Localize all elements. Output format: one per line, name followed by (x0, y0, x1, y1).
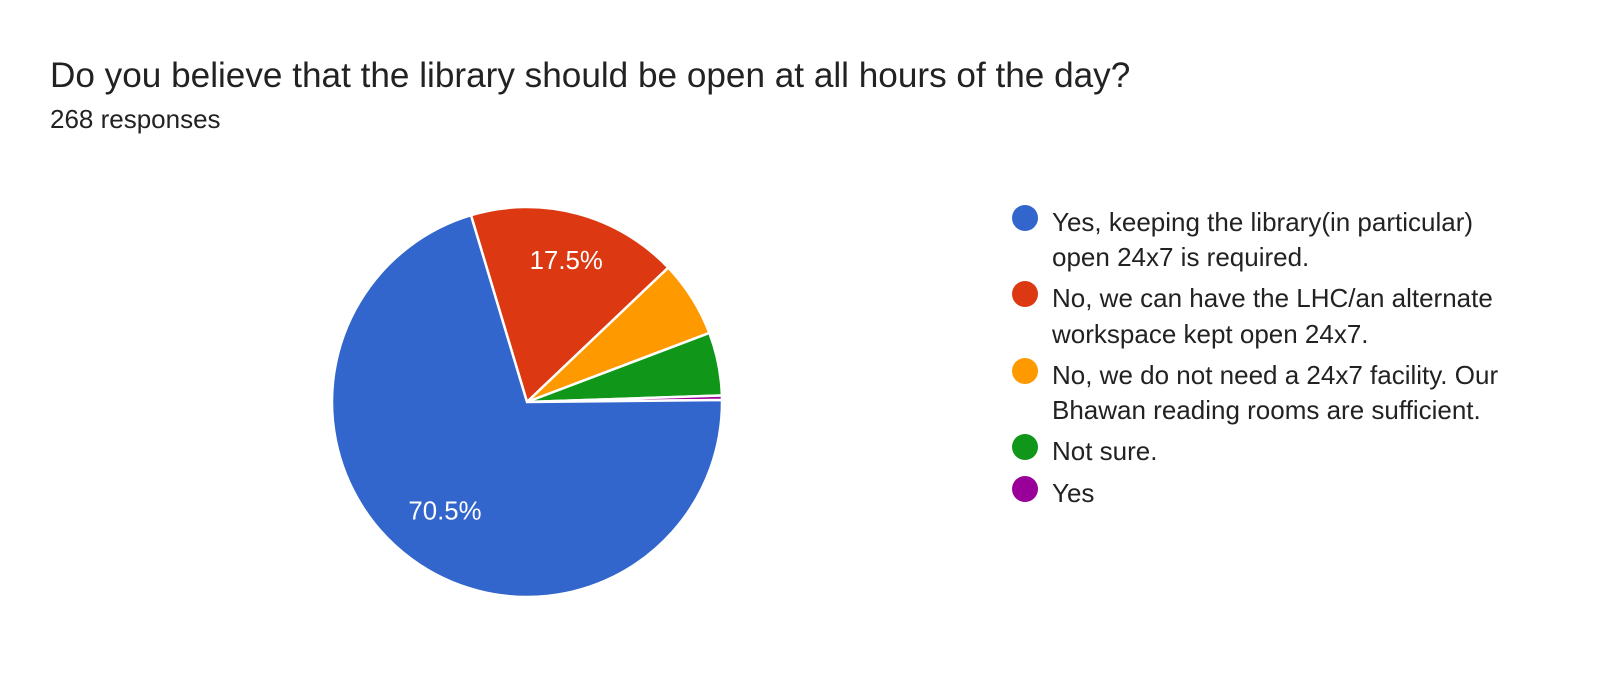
svg-text:70.5%: 70.5% (408, 497, 481, 525)
svg-text:17.5%: 17.5% (530, 247, 603, 275)
